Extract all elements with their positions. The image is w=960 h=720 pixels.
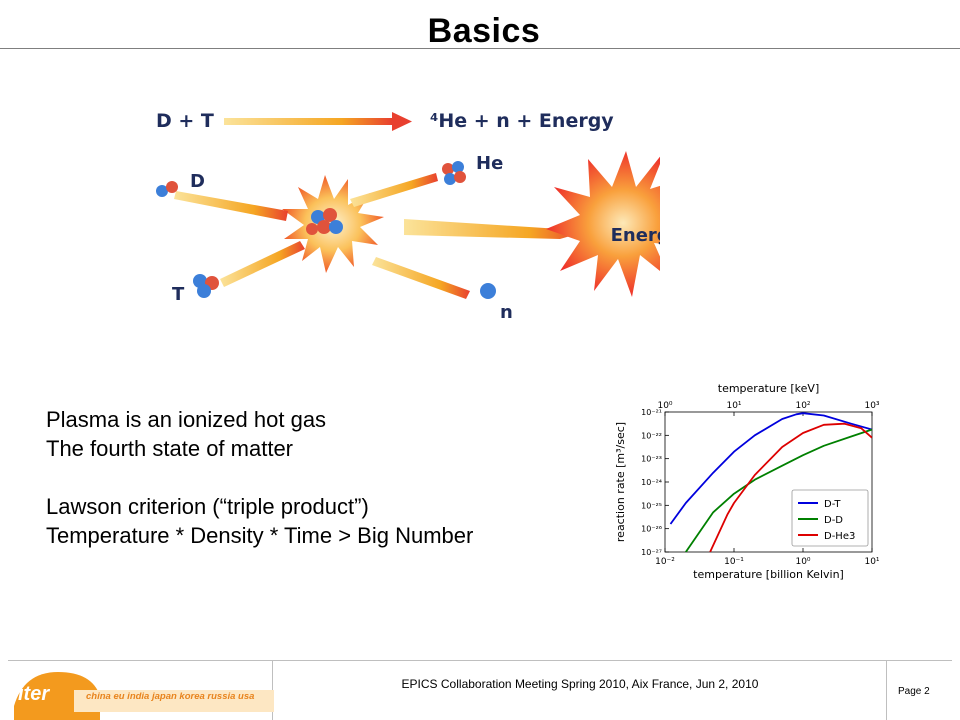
logo-band — [74, 690, 274, 712]
iter-logo — [14, 672, 274, 720]
equation-right: ⁴He + n + Energy — [430, 110, 614, 132]
title-divider — [0, 48, 960, 49]
legend-label: D-He3 — [824, 531, 855, 542]
footer-separator-right — [886, 660, 887, 720]
text-gap — [46, 463, 473, 492]
series-line-d-d — [685, 428, 872, 552]
y-tick-label: 10⁻²¹ — [641, 408, 662, 417]
label-n: n — [500, 302, 513, 323]
arrow-n-out — [372, 257, 470, 299]
footer-divider — [8, 660, 952, 661]
arrow-he-out — [350, 173, 438, 207]
x-tick-label: 10⁰ — [795, 557, 810, 567]
y-axis-label: reaction rate [m³/sec] — [614, 422, 627, 542]
legend-label: D-T — [824, 499, 841, 510]
legend-label: D-D — [824, 515, 843, 526]
text-line-2: The fourth state of matter — [46, 436, 294, 461]
y-tick-label: 10⁻²⁵ — [641, 501, 662, 510]
x2-tick-label: 10¹ — [726, 401, 741, 411]
deuterium-particle — [156, 181, 178, 197]
neutron-particle — [480, 283, 496, 299]
tritium-particle — [193, 274, 219, 298]
plasma-text-block: Plasma is an ionized hot gas The fourth … — [46, 405, 473, 550]
arrow-t-in — [220, 241, 305, 287]
text-line-1: Plasma is an ionized hot gas — [46, 407, 327, 432]
x-tick-label: 10¹ — [864, 557, 879, 567]
y-tick-label: 10⁻²⁷ — [641, 548, 662, 557]
logo-tagline: china eu india japan korea russia usa — [86, 691, 255, 702]
x-tick-label: 10⁻² — [655, 557, 675, 567]
page-number: Page 2 — [898, 686, 930, 697]
y-tick-label: 10⁻²⁶ — [641, 525, 662, 534]
energy-burst — [546, 151, 660, 297]
y-tick-label: 10⁻²² — [641, 431, 662, 440]
y-tick-label: 10⁻²³ — [641, 455, 662, 464]
fusion-reaction-diagram: D + T ⁴He + n + Energy D T He n — [156, 110, 660, 323]
y-tick-label: 10⁻²⁴ — [641, 478, 662, 487]
logo-wordmark: iter — [18, 683, 50, 705]
text-line-4: Temperature * Density * Time > Big Numbe… — [46, 523, 474, 548]
x-tick-label: 10⁻¹ — [724, 557, 744, 567]
arrow-energy-out — [404, 219, 584, 239]
x2-tick-label: 10³ — [864, 401, 879, 411]
equation-arrow-head — [392, 112, 412, 131]
reaction-rate-chart: 10⁻² 10⁻¹ 10⁰ 10¹ 10⁰ 10¹ 10² 10³ 10⁻²¹ 10⁻²² 10⁻²… — [614, 382, 880, 581]
series-line-d-he3 — [709, 422, 872, 552]
nucleus-cluster — [306, 208, 343, 235]
label-t: T — [172, 284, 185, 305]
footer-meeting-info: EPICS Collaboration Meeting Spring 2010,… — [401, 677, 759, 691]
label-energy: Energy — [611, 225, 660, 246]
text-line-3: Lawson criterion (“triple product”) — [46, 494, 369, 519]
slide-title: Basics — [427, 12, 541, 50]
x-axis-label: temperature [billion Kelvin] — [693, 568, 844, 581]
series-line-d-t — [669, 412, 872, 525]
label-he: He — [476, 153, 503, 174]
x2-tick-label: 10⁰ — [657, 401, 672, 411]
x2-tick-label: 10² — [795, 401, 810, 411]
equation-arrow-shaft — [224, 118, 392, 125]
x2-axis-label: temperature [keV] — [718, 382, 820, 395]
label-d: D — [190, 171, 205, 192]
helium-particle — [442, 161, 466, 185]
equation-left: D + T — [156, 110, 214, 132]
arrow-d-in — [174, 191, 288, 221]
